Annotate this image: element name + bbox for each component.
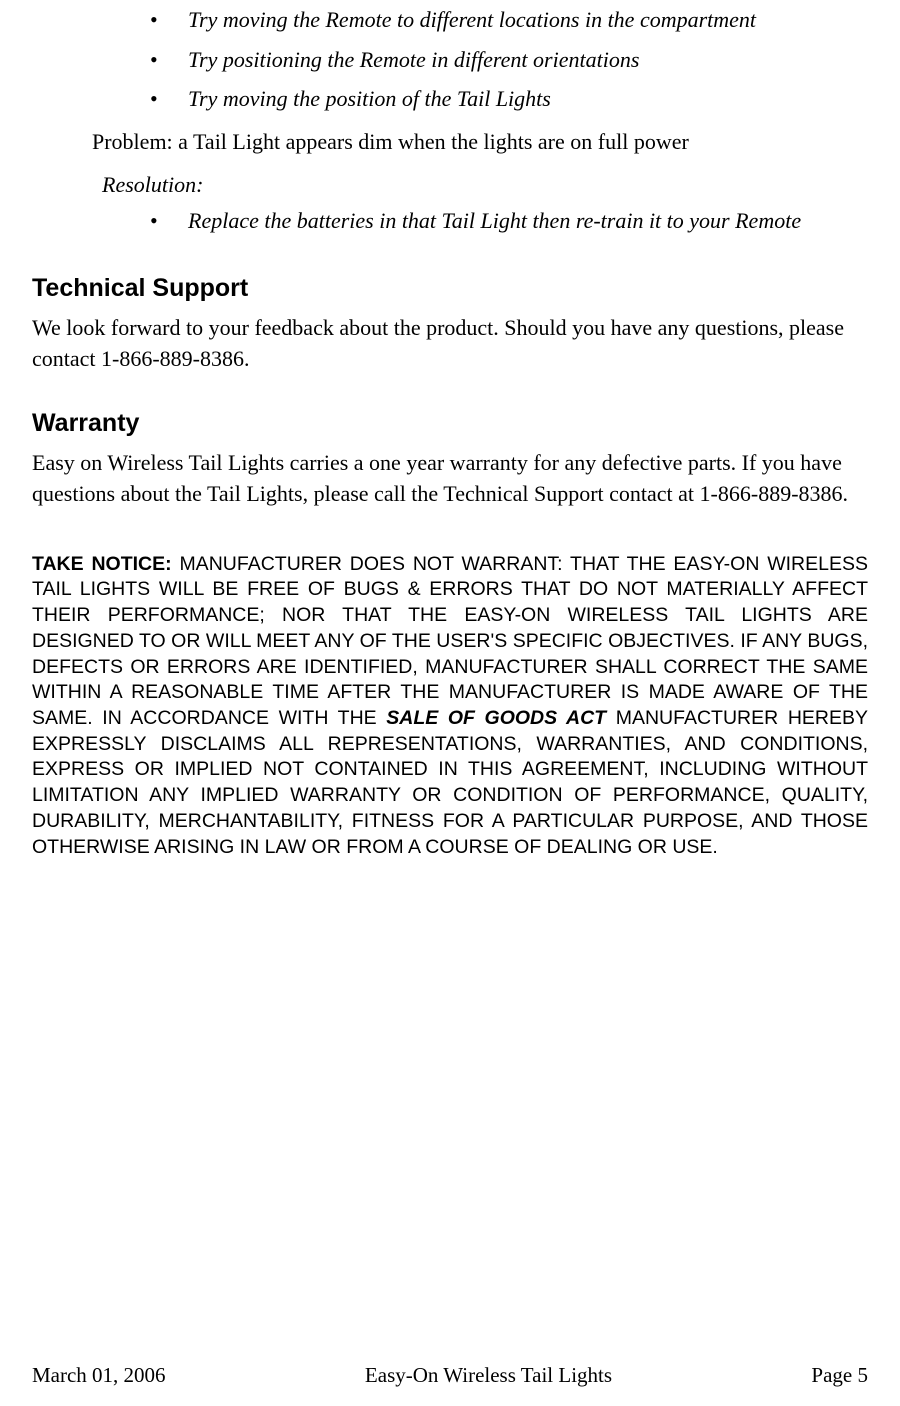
footer-page: Page 5 (811, 1363, 868, 1388)
bullet-item: Replace the batteries in that Tail Light… (150, 201, 868, 241)
notice-emphasis: SALE OF GOODS ACT (386, 707, 606, 729)
bullet-item: Try moving the position of the Tail Ligh… (150, 79, 868, 119)
troubleshooting-bullets-resolution: Replace the batteries in that Tail Light… (150, 201, 868, 241)
take-notice-block: TAKE NOTICE: MANUFACTURER DOES NOT WARRA… (32, 552, 868, 861)
warranty-heading: Warranty (32, 409, 868, 438)
bullet-item: Try positioning the Remote in different … (150, 40, 868, 80)
notice-text-after: MANUFACTURER HEREBY EXPRESSLY DISCLAIMS … (32, 707, 868, 858)
page-footer: March 01, 2006 Easy-On Wireless Tail Lig… (32, 1363, 868, 1388)
notice-lead: TAKE NOTICE: (32, 553, 172, 575)
bullet-item: Try moving the Remote to different locat… (150, 0, 868, 40)
problem-label: Problem: a Tail Light appears dim when t… (92, 125, 868, 158)
footer-date: March 01, 2006 (32, 1363, 166, 1388)
footer-title: Easy-On Wireless Tail Lights (365, 1363, 612, 1388)
technical-support-body: We look forward to your feedback about t… (32, 313, 868, 375)
notice-text-before: MANUFACTURER DOES NOT WARRANT: THAT THE … (32, 553, 868, 729)
troubleshooting-bullets-top: Try moving the Remote to different locat… (150, 0, 868, 119)
resolution-label: Resolution: (102, 168, 868, 201)
technical-support-heading: Technical Support (32, 274, 868, 303)
warranty-body: Easy on Wireless Tail Lights carries a o… (32, 448, 868, 510)
page-content: Try moving the Remote to different locat… (32, 0, 868, 860)
